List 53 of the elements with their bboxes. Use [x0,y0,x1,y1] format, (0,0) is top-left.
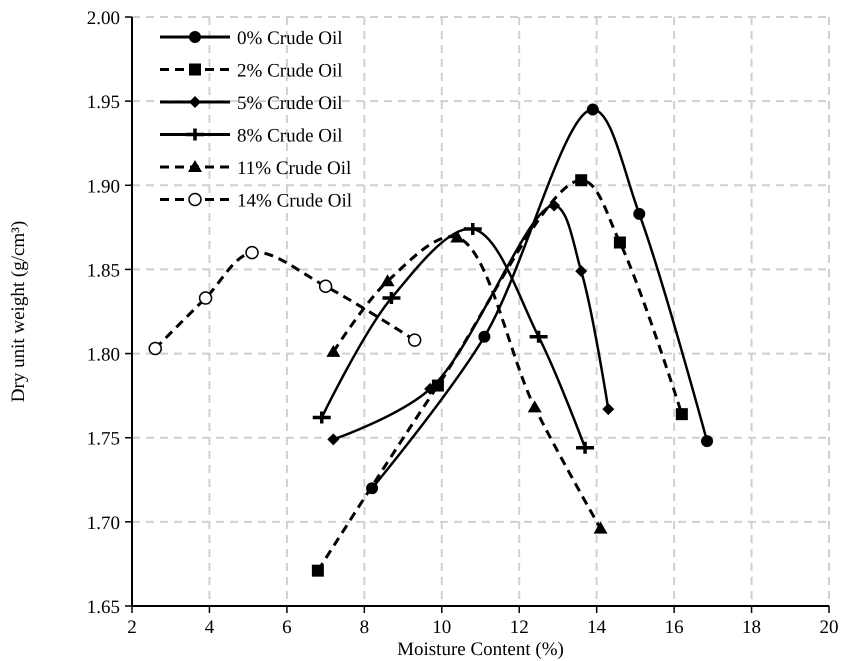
point [327,433,340,446]
point [586,104,599,116]
point [575,174,588,186]
point [614,236,626,249]
legend-label: 5% Crude Oil [237,93,343,114]
y-tick-label: 1.70 [86,512,120,534]
point [574,440,596,456]
x-tick-label: 8 [360,617,370,638]
y-tick-label: 1.65 [86,597,120,618]
x-axis-title: Moisture Content (%) [397,639,564,660]
x-tick-label: 4 [204,617,215,638]
point [602,403,614,416]
x-tick-label: 20 [820,617,838,638]
point [380,290,402,306]
y-tick-label: 1.75 [86,428,120,450]
legend-label: 0% Crude Oil [237,28,343,49]
point [326,344,340,357]
point [198,291,212,305]
point [318,280,332,294]
y-tick-label: 1.80 [86,344,120,366]
point [528,400,542,412]
point [575,265,588,278]
x-tick-label: 2 [127,617,137,638]
point [380,274,395,286]
point [528,328,550,344]
y-tick-label: 1.85 [86,260,120,282]
x-tick-label: 18 [742,617,762,638]
x-tick-label: 12 [510,617,529,638]
legend-label: 8% Crude Oil [237,126,343,146]
point [594,522,608,534]
y-tick-label: 1.95 [86,92,120,114]
point [245,246,259,260]
point [548,199,560,212]
point [633,208,646,220]
y-tick-label: 2.00 [86,8,120,29]
legend-label: 2% Crude Oil [237,60,343,82]
y-tick-label: 1.90 [86,176,120,198]
point [701,435,714,448]
point [462,221,484,237]
point [148,342,162,356]
point [450,230,464,242]
x-tick-label: 10 [432,617,452,638]
y-axis-title: Dry unit weight (g/cm³) [8,220,29,402]
x-tick-label: 6 [282,617,292,638]
point [312,564,324,577]
x-tick-label: 16 [664,617,684,638]
x-tick-label: 14 [587,617,607,638]
point [408,333,422,347]
point [676,408,688,420]
legend-label: 11% Crude Oil [237,158,352,179]
point [310,410,332,426]
legend-label: 14% Crude Oil [237,190,352,212]
point [478,330,490,343]
